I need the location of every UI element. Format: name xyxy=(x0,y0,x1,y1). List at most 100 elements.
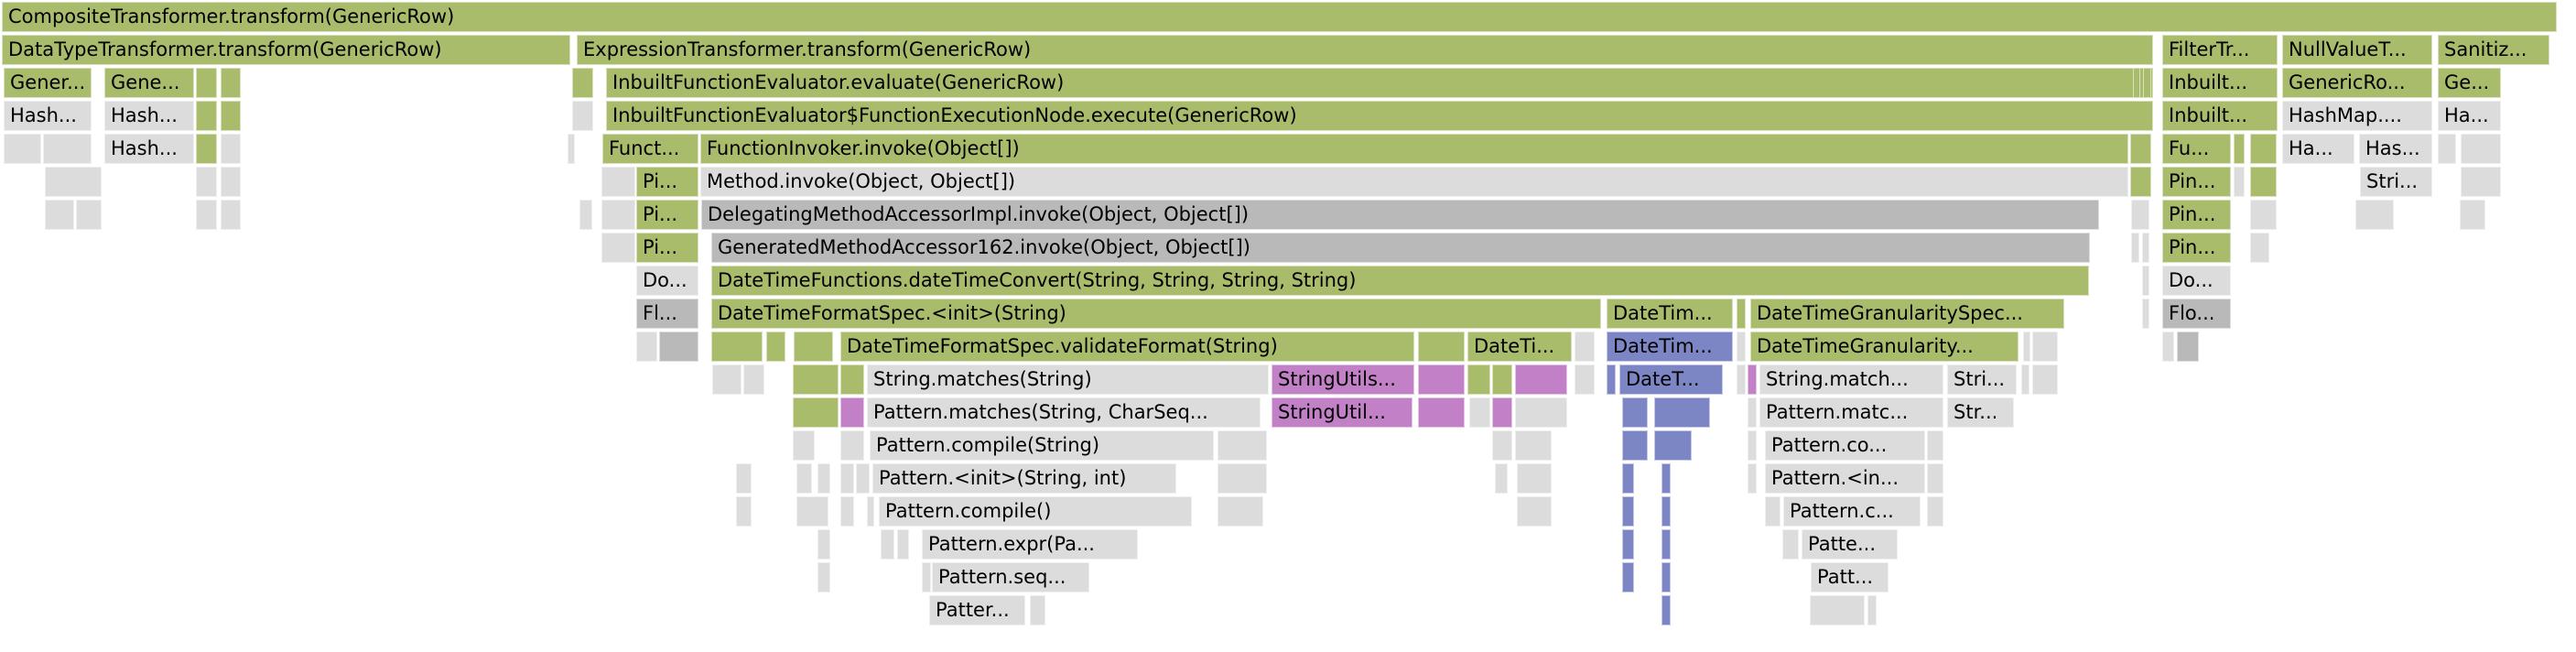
frame-block[interactable] xyxy=(743,364,764,395)
frame-stringutil[interactable]: StringUtil... xyxy=(1272,397,1412,428)
frame-ha[interactable]: Ha... xyxy=(2438,101,2501,131)
frame-pattern-matches-string-charseq[interactable]: Pattern.matches(String, CharSeq... xyxy=(867,397,1261,428)
frame-block[interactable] xyxy=(1748,397,1757,428)
frame-block[interactable] xyxy=(196,68,217,98)
frame-compositetransformer-transform-genericrow[interactable]: CompositeTransformer.transform(GenericRo… xyxy=(2,2,2557,32)
frame-block[interactable] xyxy=(2250,167,2277,197)
frame-block[interactable] xyxy=(817,562,830,592)
frame-do[interactable]: Do... xyxy=(636,266,698,296)
frame-block[interactable] xyxy=(736,463,752,494)
frame-block[interactable] xyxy=(1515,397,1567,428)
frame-block[interactable] xyxy=(1661,463,1671,494)
frame-block[interactable] xyxy=(221,101,241,131)
frame-block[interactable] xyxy=(1661,595,1671,625)
frame-block[interactable] xyxy=(1661,562,1671,592)
frame-block[interactable] xyxy=(601,200,635,230)
frame-pi[interactable]: Pi... xyxy=(636,233,698,263)
frame-datetimefunctions-datetimeconvert-string-string-[interactable]: DateTimeFunctions.dateTimeConvert(String… xyxy=(711,266,2089,296)
frame-block[interactable] xyxy=(1927,463,1943,494)
frame-block[interactable] xyxy=(2131,233,2139,263)
frame-block[interactable] xyxy=(840,496,854,527)
frame-patter[interactable]: Patter... xyxy=(929,595,1025,625)
frame-block[interactable] xyxy=(568,134,575,164)
frame-nullvaluet[interactable]: NullValueT... xyxy=(2282,35,2432,65)
frame-block[interactable] xyxy=(76,200,102,230)
frame-block[interactable] xyxy=(1517,496,1552,527)
frame-block[interactable] xyxy=(817,529,830,560)
frame-block[interactable] xyxy=(601,233,635,263)
frame-block[interactable] xyxy=(712,364,741,395)
frame-block[interactable] xyxy=(1030,595,1045,625)
frame-inbuiltfunctionevaluator-evaluate-genericrow[interactable]: InbuiltFunctionEvaluator.evaluate(Generi… xyxy=(606,68,2153,98)
frame-block[interactable] xyxy=(1927,430,1943,461)
frame-block[interactable] xyxy=(196,134,217,164)
frame-block[interactable] xyxy=(1495,463,1508,494)
frame-stri[interactable]: Stri... xyxy=(2360,167,2432,197)
frame-block[interactable] xyxy=(840,397,864,428)
frame-block[interactable] xyxy=(856,463,870,494)
frame-block[interactable] xyxy=(1218,496,1263,527)
frame-pattern-co[interactable]: Pattern.co... xyxy=(1765,430,1925,461)
frame-block[interactable] xyxy=(796,463,812,494)
frame-block[interactable] xyxy=(2131,200,2149,230)
frame-datet[interactable]: DateT... xyxy=(1619,364,1723,395)
frame-block[interactable] xyxy=(579,200,592,230)
frame-block[interactable] xyxy=(221,68,241,98)
frame-hash[interactable]: Hash... xyxy=(104,101,194,131)
frame-inbuiltfunctionevaluator-functionexecutionnode-e[interactable]: InbuiltFunctionEvaluator$FunctionExecuti… xyxy=(606,101,2153,131)
frame-datetimeformatspec-validateformat-string[interactable]: DateTimeFormatSpec.validateFormat(String… xyxy=(840,331,1414,362)
frame-block[interactable] xyxy=(1218,463,1267,494)
frame-block[interactable] xyxy=(1765,496,1780,527)
frame-stri[interactable]: Stri... xyxy=(1947,364,2017,395)
frame-delegatingmethodaccessorimpl-invoke-object-objec[interactable]: DelegatingMethodAccessorImpl.invoke(Obje… xyxy=(701,200,2099,230)
frame-pattern-expr-pa[interactable]: Pattern.expr(Pa... xyxy=(922,529,1138,560)
frame-block[interactable] xyxy=(922,562,931,592)
frame-block[interactable] xyxy=(1622,529,1634,560)
frame-expressiontransformer-transform-genericrow[interactable]: ExpressionTransformer.transform(GenericR… xyxy=(577,35,2153,65)
frame-block[interactable] xyxy=(1418,397,1465,428)
frame-pi[interactable]: Pi... xyxy=(636,200,698,230)
frame-string-matches-string[interactable]: String.matches(String) xyxy=(867,364,1269,395)
frame-block[interactable] xyxy=(45,167,102,197)
frame-block[interactable] xyxy=(766,331,785,362)
frame-block[interactable] xyxy=(1575,364,1595,395)
frame-block[interactable] xyxy=(601,167,635,197)
frame-block[interactable] xyxy=(793,364,839,395)
frame-block[interactable] xyxy=(196,167,217,197)
frame-block[interactable] xyxy=(794,331,833,362)
frame-block[interactable] xyxy=(1418,364,1465,395)
frame-block[interactable] xyxy=(1469,397,1490,428)
frame-block[interactable] xyxy=(1515,364,1567,395)
frame-ha[interactable]: Ha... xyxy=(2282,134,2354,164)
frame-block[interactable] xyxy=(2130,134,2151,164)
frame-block[interactable] xyxy=(1782,529,1799,560)
frame-pattern-seq[interactable]: Pattern.seq... xyxy=(932,562,1089,592)
frame-pattern-init-string-int[interactable]: Pattern.<init>(String, int) xyxy=(872,463,1176,494)
frame-block[interactable] xyxy=(1517,463,1552,494)
frame-block[interactable] xyxy=(4,134,41,164)
frame-pin[interactable]: Pin... xyxy=(2162,200,2231,230)
frame-block[interactable] xyxy=(1748,364,1757,395)
frame-block[interactable] xyxy=(796,496,828,527)
frame-pin[interactable]: Pin... xyxy=(2162,233,2231,263)
frame-fu[interactable]: Fu... xyxy=(2162,134,2231,164)
frame-gener[interactable]: Gener... xyxy=(4,68,92,98)
frame-inbuilt[interactable]: Inbuilt... xyxy=(2162,68,2278,98)
frame-block[interactable] xyxy=(840,463,854,494)
frame-block[interactable] xyxy=(2250,200,2277,230)
frame-block[interactable] xyxy=(2461,134,2501,164)
frame-block[interactable] xyxy=(1622,562,1634,592)
frame-block[interactable] xyxy=(1418,331,1465,362)
frame-block[interactable] xyxy=(2032,364,2058,395)
frame-pattern-compile-string[interactable]: Pattern.compile(String) xyxy=(870,430,1214,461)
frame-block[interactable] xyxy=(2461,167,2501,197)
frame-block[interactable] xyxy=(1661,529,1671,560)
frame-block[interactable] xyxy=(2250,134,2277,164)
frame-block[interactable] xyxy=(1927,496,1943,527)
frame-block[interactable] xyxy=(221,200,241,230)
frame-block[interactable] xyxy=(2133,68,2140,98)
frame-block[interactable] xyxy=(1661,496,1671,527)
frame-block[interactable] xyxy=(897,529,909,560)
frame-datatypetransformer-transform-genericrow[interactable]: DataTypeTransformer.transform(GenericRow… xyxy=(2,35,570,65)
frame-pattern-in[interactable]: Pattern.<in... xyxy=(1765,463,1925,494)
